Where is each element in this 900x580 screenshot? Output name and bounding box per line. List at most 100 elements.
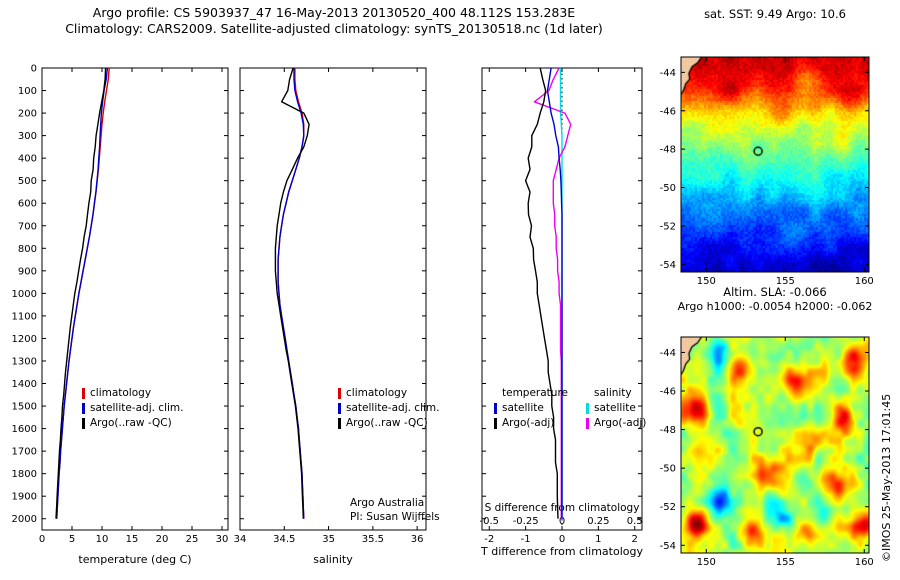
sla-map-title: Altim. SLA: -0.066 <box>723 285 827 299</box>
svg-text:500: 500 <box>18 176 37 187</box>
svg-text:30: 30 <box>216 534 229 545</box>
svg-text:1700: 1700 <box>12 447 37 458</box>
difference-profile-panel: -2 -1 0 1 2T difference from climatology -0.5… <box>480 67 643 558</box>
legend-item-satellite-adj: satellite-adj. clim. <box>82 401 183 416</box>
figure-title-line2: Climatology: CARS2009. Satellite-adjuste… <box>65 21 603 36</box>
salinity-profile-panel: 34 34.5 35 35.5 36 salinity <box>234 67 427 566</box>
difference-panel-temperature-legend: temperature satellite Argo(-adj) <box>494 386 568 431</box>
svg-text:-50: -50 <box>660 464 676 475</box>
legend-item-argo: Argo(..raw -QC) <box>338 416 439 431</box>
legend-color-swatch <box>586 403 589 414</box>
legend-color-swatch <box>586 418 589 429</box>
svg-text:temperature (deg C): temperature (deg C) <box>78 553 191 566</box>
svg-text:300: 300 <box>18 131 37 142</box>
figure-title-line1: Argo profile: CS 5903937_47 16-May-2013 … <box>92 5 576 20</box>
svg-text:-2: -2 <box>484 534 494 545</box>
svg-text:1200: 1200 <box>12 334 37 345</box>
legend-color-swatch <box>82 388 85 399</box>
svg-text:-0.25: -0.25 <box>513 516 539 527</box>
svg-text:-48: -48 <box>660 145 676 156</box>
sla-heatmap <box>681 337 869 553</box>
legend-color-swatch <box>338 403 341 414</box>
legend-item-climatology: climatology <box>82 386 183 401</box>
svg-text:1400: 1400 <box>12 379 37 390</box>
legend-item-argo-adj: Argo(-adj) <box>586 416 646 431</box>
svg-text:160: 160 <box>855 557 874 568</box>
svg-text:1900: 1900 <box>12 492 37 503</box>
svg-text:-54: -54 <box>660 541 676 552</box>
legend-label: satellite-adj. clim. <box>346 402 440 414</box>
svg-text:700: 700 <box>18 221 37 232</box>
difference-panel-salinity-legend: salinity satellite Argo(-adj) <box>586 386 646 431</box>
imos-watermark: ©IMOS 25-May-2013 17:01:45 <box>880 393 893 562</box>
legend-label: Argo(-adj) <box>594 417 647 429</box>
svg-text:1600: 1600 <box>12 424 37 435</box>
svg-text:-52: -52 <box>660 221 676 232</box>
svg-text:-52: -52 <box>660 502 676 513</box>
program-annotation: Argo Australia <box>350 497 425 509</box>
svg-text:S difference from climatology: S difference from climatology <box>485 502 640 514</box>
svg-text:150: 150 <box>697 557 716 568</box>
svg-text:900: 900 <box>18 266 37 277</box>
svg-text:100: 100 <box>18 86 37 97</box>
svg-text:200: 200 <box>18 109 37 120</box>
legend-item-argo: Argo(..raw -QC) <box>82 416 183 431</box>
svg-text:T difference from climatology: T difference from climatology <box>480 545 643 558</box>
legend-color-swatch <box>338 418 341 429</box>
salinity-panel-legend: climatology satellite-adj. clim. Argo(..… <box>338 386 439 431</box>
svg-text:0.5: 0.5 <box>627 516 643 527</box>
svg-text:2000: 2000 <box>12 514 37 525</box>
svg-text:1: 1 <box>595 534 601 545</box>
legend-label: Argo(..raw -QC) <box>90 417 172 429</box>
legend-item-satellite: satellite <box>586 401 646 416</box>
svg-text:35.5: 35.5 <box>362 534 384 545</box>
temperature-panel-legend: climatology satellite-adj. clim. Argo(..… <box>82 386 183 431</box>
svg-text:-46: -46 <box>660 106 676 117</box>
svg-text:1000: 1000 <box>12 289 37 300</box>
legend-color-swatch <box>338 388 341 399</box>
svg-text:2: 2 <box>632 534 638 545</box>
svg-text:-50: -50 <box>660 183 676 194</box>
legend-item-argo-adj: Argo(-adj) <box>494 416 568 431</box>
pi-annotation: PI: Susan Wijffels <box>350 511 440 523</box>
svg-text:0: 0 <box>559 516 565 527</box>
sla-map-subtitle: Argo h1000: -0.0054 h2000: -0.062 <box>677 300 873 313</box>
legend-label: satellite <box>502 402 544 414</box>
legend-label: climatology <box>90 387 152 399</box>
svg-text:36: 36 <box>411 534 424 545</box>
legend-color-swatch <box>82 403 85 414</box>
temperature-profile-panel: 0 5 10 15 20 25 300100200300400500600700800900… <box>12 64 229 566</box>
svg-text:34.5: 34.5 <box>273 534 295 545</box>
svg-text:1100: 1100 <box>12 311 37 322</box>
legend-color-swatch <box>82 418 85 429</box>
svg-text:800: 800 <box>18 244 37 255</box>
svg-text:600: 600 <box>18 199 37 210</box>
svg-text:1800: 1800 <box>12 469 37 480</box>
legend-label: Argo(..raw -QC) <box>346 417 428 429</box>
svg-text:400: 400 <box>18 154 37 165</box>
sst-heatmap <box>681 57 869 272</box>
svg-text:salinity: salinity <box>313 553 353 566</box>
svg-text:1300: 1300 <box>12 356 37 367</box>
legend-color-swatch <box>494 403 497 414</box>
legend-label: satellite <box>594 402 636 414</box>
svg-text:-48: -48 <box>660 425 676 436</box>
svg-text:-0.5: -0.5 <box>480 516 500 527</box>
legend-item-climatology: climatology <box>338 386 439 401</box>
legend-label: climatology <box>346 387 408 399</box>
legend-header-salinity: salinity <box>594 387 632 399</box>
svg-text:-44: -44 <box>660 348 676 359</box>
legend-item-satellite-adj: satellite-adj. clim. <box>338 401 439 416</box>
svg-text:1500: 1500 <box>12 402 37 413</box>
legend-item-satellite: satellite <box>494 401 568 416</box>
svg-text:25: 25 <box>186 534 199 545</box>
legend-label: Argo(-adj) <box>502 417 555 429</box>
svg-text:10: 10 <box>96 534 109 545</box>
svg-text:155: 155 <box>776 557 795 568</box>
svg-text:0: 0 <box>31 64 37 75</box>
legend-color-swatch <box>494 418 497 429</box>
svg-text:35: 35 <box>322 534 335 545</box>
svg-text:0: 0 <box>559 534 565 545</box>
svg-text:-54: -54 <box>660 260 676 271</box>
